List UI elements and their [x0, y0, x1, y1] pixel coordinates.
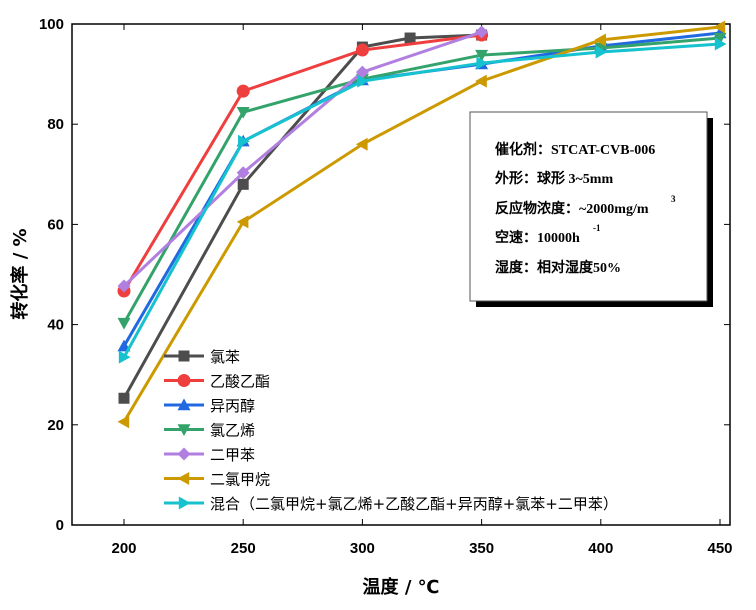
- data-point: [595, 45, 608, 59]
- x-tick-label: 250: [231, 540, 256, 557]
- series-line: [122, 33, 482, 292]
- legend-item: 混合（二氯甲烷+氯乙烯+乙酸乙酯+异丙醇+氯苯+二甲苯）: [164, 495, 618, 513]
- legend-marker: [177, 447, 191, 461]
- legend-item: 异丙醇: [164, 397, 255, 415]
- series-4: [117, 25, 489, 293]
- x-tick-label: 450: [707, 540, 732, 557]
- data-point: [238, 134, 250, 148]
- y-tick-label: 40: [47, 317, 64, 334]
- info-shape: 外形：球形 3~5mm: [495, 170, 613, 187]
- legend-label: 二甲苯: [210, 446, 255, 464]
- legend-item: 乙酸乙酯: [164, 373, 270, 391]
- legend-marker: [177, 374, 191, 387]
- legend-item: 二甲苯: [164, 446, 255, 464]
- legend-label: 异丙醇: [210, 397, 255, 415]
- data-point: [594, 33, 606, 47]
- data-point: [355, 137, 368, 151]
- series-5: [117, 20, 726, 429]
- data-point: [117, 279, 131, 293]
- legend-marker: [177, 472, 190, 485]
- legend-label: 二氯甲烷: [210, 471, 270, 489]
- legend-item: 氯乙烯: [164, 422, 255, 440]
- legend-label: 混合（二氯甲烷+氯乙烯+乙酸乙酯+异丙醇+氯苯+二甲苯）: [210, 495, 618, 513]
- data-point: [475, 25, 489, 39]
- series-line: [122, 33, 482, 399]
- data-point: [117, 317, 131, 330]
- x-tick-label: 300: [350, 540, 375, 557]
- info-concentration: 反应物浓度：~2000mg/m: [495, 200, 649, 217]
- data-point: [476, 56, 489, 70]
- legend-label: 乙酸乙酯: [210, 373, 270, 391]
- series-0: [118, 29, 488, 404]
- legend-label: 氯苯: [210, 348, 240, 366]
- info-humidity: 湿度：相对湿度50%: [495, 259, 621, 276]
- data-point: [118, 350, 131, 364]
- data-point: [475, 49, 489, 62]
- data-point: [237, 178, 249, 190]
- legend-marker: [177, 398, 191, 411]
- legend-label: 氯乙烯: [210, 422, 255, 440]
- data-point: [404, 32, 416, 44]
- data-point: [236, 84, 250, 98]
- y-tick-label: 100: [39, 16, 64, 33]
- x-tick-label: 200: [111, 540, 136, 557]
- data-point: [713, 20, 726, 34]
- data-point: [357, 74, 369, 88]
- data-point: [355, 43, 369, 57]
- y-tick-label: 60: [47, 216, 64, 233]
- info-box: 催化剂：STCAT-CVB-006 外形：球形 3~5mm 反应物浓度：~200…: [469, 111, 713, 307]
- data-point: [117, 415, 130, 429]
- data-point: [236, 215, 249, 229]
- y-tick-label: 80: [47, 116, 64, 133]
- series-line: [122, 36, 721, 324]
- legend-marker: [178, 496, 191, 510]
- data-point: [355, 65, 369, 79]
- x-axis-label: 温度 / ℃: [363, 576, 440, 598]
- legend-marker: [177, 424, 191, 436]
- info-space-velocity-sup: -1: [593, 223, 601, 233]
- x-tick-label: 350: [469, 540, 494, 557]
- info-space-velocity: 空速：10000h: [495, 229, 580, 246]
- series-line: [122, 30, 483, 288]
- data-point: [713, 32, 727, 45]
- y-tick-label: 20: [47, 417, 64, 434]
- data-point: [236, 166, 250, 180]
- series-line: [122, 42, 721, 358]
- data-point: [236, 106, 250, 119]
- plot-frame: [71, 23, 731, 526]
- data-point: [714, 37, 727, 51]
- data-point: [118, 392, 130, 404]
- series-line: [122, 25, 721, 423]
- legend: 氯苯乙酸乙酯异丙醇氯乙烯二甲苯二氯甲烷混合（二氯甲烷+氯乙烯+乙酸乙酯+异丙醇+…: [164, 348, 618, 513]
- legend-item: 二氯甲烷: [164, 471, 270, 489]
- y-tick-label: 0: [56, 517, 64, 534]
- legend-item: 氯苯: [164, 348, 240, 366]
- legend-marker: [178, 350, 190, 362]
- info-catalyst: 催化剂：STCAT-CVB-006: [495, 141, 655, 158]
- y-axis-label: 转化率 / %: [9, 228, 31, 319]
- series-6: [118, 37, 727, 364]
- x-tick-label: 400: [588, 540, 613, 557]
- series-1: [117, 28, 489, 298]
- data-point: [475, 74, 487, 88]
- info-concentration-sup: 3: [671, 194, 676, 204]
